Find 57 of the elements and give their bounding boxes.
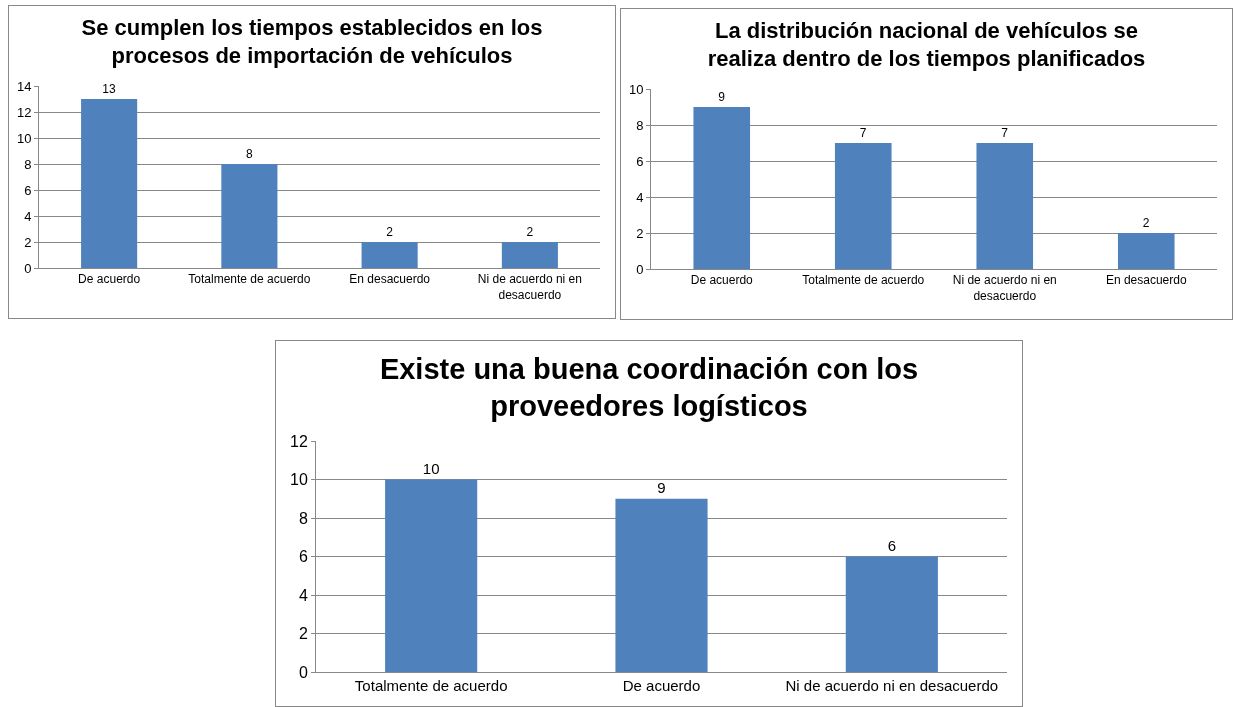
y-tick-label: 6 <box>298 548 308 566</box>
y-tick-label: 10 <box>16 130 32 146</box>
y-tick-label: 8 <box>24 156 32 172</box>
y-tick-label: 12 <box>290 432 308 450</box>
bar <box>615 498 708 672</box>
y-tick-label: 10 <box>290 471 308 489</box>
x-tick-label: Totalmente de acuerdo <box>188 272 311 287</box>
y-tick-label: 4 <box>636 189 644 205</box>
bar <box>501 242 558 268</box>
data-label: 9 <box>657 478 666 496</box>
data-label: 8 <box>245 147 253 161</box>
y-tick-label: 0 <box>24 260 32 276</box>
chart-title: Se cumplen los tiempos establecidos en los procesos de importación de vehículos <box>81 14 543 69</box>
y-tick-label: 2 <box>636 225 644 241</box>
chart-title: Existe una buena coordinación con los proveedores logísticos <box>379 352 919 423</box>
x-tick-label: Totalmente de acuerdo <box>354 677 508 694</box>
bar <box>693 107 751 269</box>
x-tick-label: Ni de acuerdo ni en desacuerdo <box>477 272 582 302</box>
bar <box>1117 233 1175 269</box>
y-tick-label: 0 <box>636 261 644 277</box>
data-label: 13 <box>102 82 116 96</box>
data-label: 2 <box>1142 216 1150 230</box>
data-label: 7 <box>1001 126 1009 140</box>
data-label: 10 <box>422 459 440 477</box>
y-tick-label: 2 <box>24 234 32 250</box>
data-label: 6 <box>887 536 897 554</box>
chart-title: La distribución nacional de vehículos se realiza dentro de los tiempos planificados <box>707 17 1146 72</box>
bar <box>976 143 1034 269</box>
bar <box>834 143 892 269</box>
y-tick-label: 8 <box>636 117 644 133</box>
data-label: 2 <box>526 225 534 239</box>
x-tick-label: Totalmente de acuerdo <box>802 273 925 288</box>
y-tick-label: 0 <box>298 663 308 681</box>
y-tick-label: 12 <box>16 104 32 120</box>
bar <box>221 164 278 268</box>
y-tick-label: 2 <box>298 625 308 643</box>
x-tick-label: En desacuerdo <box>1105 273 1187 288</box>
x-tick-label: De acuerdo <box>690 273 754 288</box>
y-tick-label: 14 <box>16 78 32 94</box>
x-tick-label: De acuerdo <box>622 677 701 694</box>
bar <box>81 99 138 268</box>
bar <box>385 479 478 672</box>
data-label: 9 <box>718 90 726 104</box>
x-tick-label: De acuerdo <box>78 272 141 287</box>
x-tick-label: En desacuerdo <box>349 272 431 287</box>
y-tick-label: 4 <box>298 586 308 604</box>
y-tick-label: 8 <box>298 509 308 527</box>
bar <box>361 242 418 268</box>
x-tick-label: Ni de acuerdo ni en desacuerdo <box>952 273 1057 303</box>
x-tick-label: Ni de acuerdo ni en desacuerdo <box>785 677 999 694</box>
y-tick-label: 6 <box>24 182 32 198</box>
y-tick-label: 6 <box>636 153 644 169</box>
bar <box>845 556 938 672</box>
y-tick-label: 4 <box>24 208 32 224</box>
y-tick-label: 10 <box>628 81 644 97</box>
data-label: 7 <box>859 126 867 140</box>
data-label: 2 <box>386 225 394 239</box>
